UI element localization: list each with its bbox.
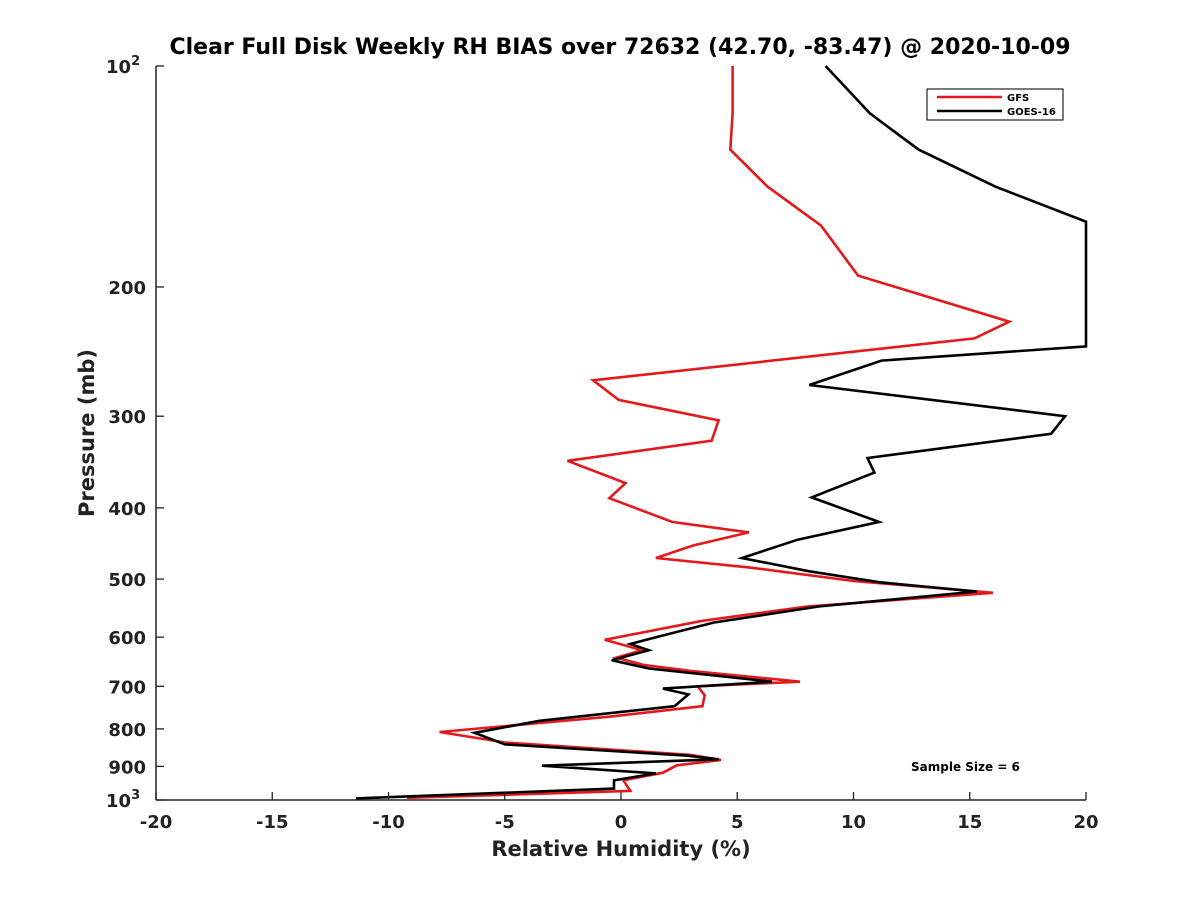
legend-label-gfs: GFS [1007,93,1029,104]
sample-size-annotation: Sample Size = 6 [911,760,1020,774]
x-ticks: -20 -15 -10 -5 0 5 10 15 20 [140,792,1099,833]
y-tick-label: 600 [108,628,146,649]
x-tick-label: 10 [841,812,866,833]
y-tick-label: 800 [108,720,146,741]
x-tick-label: 15 [957,812,982,833]
y-tick-label: 103 [106,788,140,812]
x-tick-label: 5 [731,812,744,833]
x-tick-label: 20 [1073,812,1098,833]
y-tick-label: 200 [108,278,146,299]
x-axis-label: Relative Humidity (%) [491,837,750,861]
x-tick-label: -10 [372,812,405,833]
y-tick-label: 102 [106,54,140,78]
series-line-0 [407,66,1013,800]
legend-box [926,88,1064,121]
series-line-1 [355,65,1088,800]
chart-title: Clear Full Disk Weekly RH BIAS over 7263… [169,35,1070,60]
x-tick-label: 0 [615,812,628,833]
x-tick-label: -5 [495,812,515,833]
y-tick-label: 300 [108,407,146,428]
y-axis-label: Pressure (mb) [75,349,99,517]
y-tick-label: 500 [108,570,146,591]
x-tick-label: -20 [140,812,173,833]
y-ticks: 102 200 300 400 500 600 700 800 900 103 [106,54,164,812]
legend: GFS GOES-16 [926,88,1064,121]
legend-label-goes16: GOES-16 [1007,107,1056,118]
y-tick-label: 700 [108,677,146,698]
y-tick-label: 900 [108,757,146,778]
y-tick-label: 400 [108,499,146,520]
series-layer [355,65,1088,800]
x-tick-label: -15 [256,812,289,833]
